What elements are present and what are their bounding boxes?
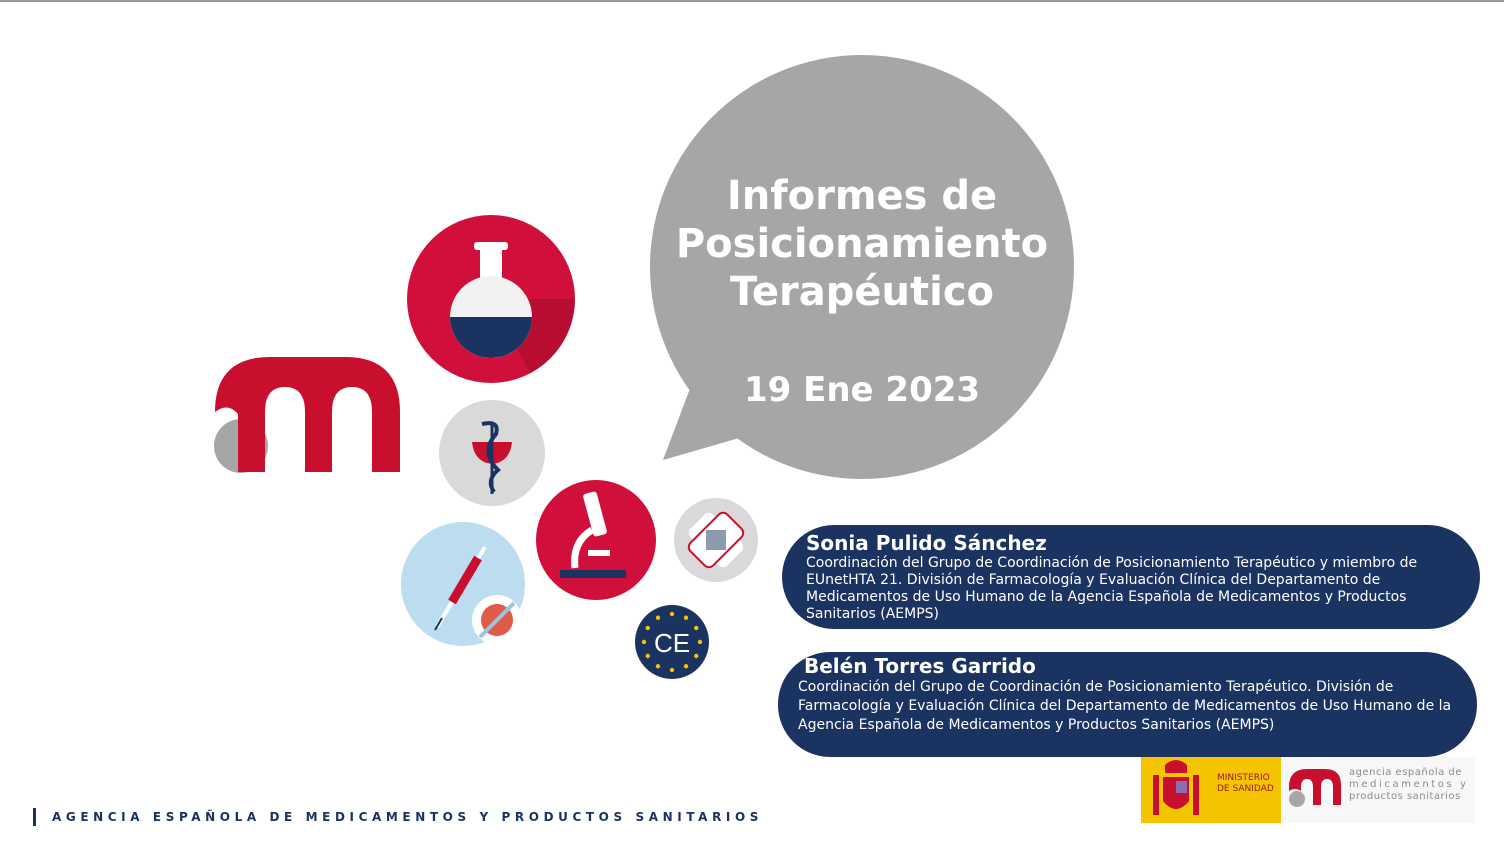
- ministry-line: DE SANIDAD: [1217, 784, 1274, 794]
- speaker-description: Coordinación del Grupo de Coordinación d…: [806, 555, 1418, 622]
- eu-star: [683, 664, 689, 669]
- eu-star: [694, 625, 699, 631]
- aemps-line: medicamentos y: [1349, 779, 1469, 790]
- eu-star: [655, 615, 661, 620]
- footer-agency-name: AGENCIA ESPAÑOLA DE MEDICAMENTOS Y PRODU…: [33, 808, 763, 826]
- aemps-logo-text: agencia española de medicamentos y produ…: [1349, 767, 1469, 803]
- aemps-line: productos sanitarios: [1349, 791, 1461, 802]
- aemps-mark-icon: [1289, 769, 1341, 807]
- ministry-line: MINISTERIO: [1217, 773, 1270, 783]
- speaker-name: Belén Torres Garrido: [804, 654, 1036, 678]
- svg-text:CE: CE: [654, 628, 690, 658]
- presentation-title: Informes de Posicionamiento Terapéutico: [650, 172, 1074, 316]
- caduceus-icon: [439, 400, 545, 506]
- speaker-description: Coordinación del Grupo de Coordinación d…: [798, 679, 1452, 733]
- eu-star: [645, 625, 650, 631]
- eu-star: [697, 639, 703, 645]
- speaker-name: Sonia Pulido Sánchez: [806, 531, 1047, 555]
- title-line: Posicionamiento: [675, 221, 1049, 267]
- ce-mark-icon: CE: [635, 605, 709, 679]
- bandage-icon: [674, 498, 758, 582]
- aemps-line: agencia española de: [1349, 767, 1462, 778]
- coat-of-arms-icon: [1153, 760, 1199, 815]
- aemps-logo-icon: [214, 357, 400, 473]
- eu-star: [645, 653, 650, 659]
- aemps-logo: agencia española de medicamentos y produ…: [1281, 757, 1475, 823]
- eu-star: [694, 653, 699, 659]
- speaker-card: Sonia Pulido Sánchez Coordinación del Gr…: [782, 525, 1480, 629]
- ministry-name: MINISTERIO DE SANIDAD: [1217, 773, 1274, 795]
- presentation-date: 19 Ene 2023: [743, 370, 981, 410]
- syringe-virus-icon: [401, 522, 525, 646]
- eu-star: [655, 664, 661, 669]
- speaker-card: Belén Torres Garrido Coordinación del Gr…: [778, 652, 1477, 757]
- eu-star: [683, 615, 689, 620]
- title-line: Informes de: [726, 173, 998, 219]
- speech-bubble: [650, 55, 1074, 479]
- ministry-logo: MINISTERIO DE SANIDAD: [1141, 757, 1281, 823]
- flask-icon: [407, 215, 575, 383]
- microscope-icon: [536, 480, 656, 600]
- eu-star: [669, 611, 675, 617]
- eu-star: [641, 639, 647, 645]
- title-line: Terapéutico: [729, 269, 995, 315]
- eu-star: [669, 667, 675, 673]
